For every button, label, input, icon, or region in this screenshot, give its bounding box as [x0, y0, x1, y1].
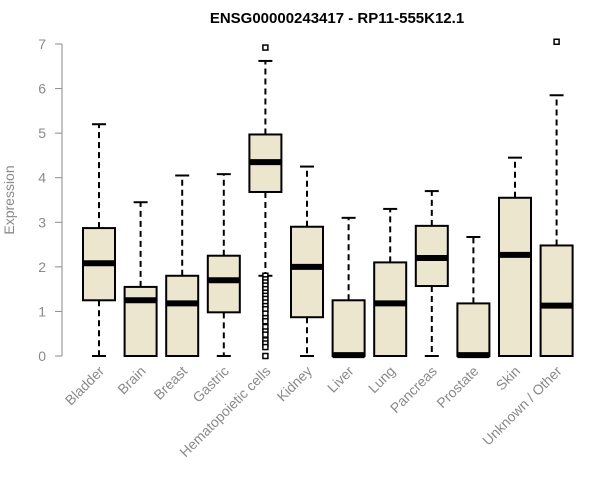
- box-body: [290, 225, 324, 319]
- box-body: [331, 299, 366, 357]
- y-tick-label: 6: [38, 81, 46, 97]
- outlier-point: [262, 343, 269, 351]
- chart-title: ENSG00000243417 - RP11-555K12.1: [210, 10, 464, 27]
- y-tick-label: 1: [38, 303, 46, 319]
- box-group: [82, 123, 116, 357]
- box-group: [539, 38, 574, 357]
- y-tick-label: 4: [38, 170, 46, 186]
- category-label: Lung: [365, 363, 398, 396]
- box-group: [165, 174, 200, 357]
- category-label: Kidney: [274, 363, 316, 405]
- y-tick-label: 3: [38, 214, 46, 230]
- category-label: Prostate: [433, 363, 481, 411]
- box-body: [539, 244, 574, 357]
- box-body: [165, 274, 200, 357]
- y-tick-label: 5: [38, 125, 46, 141]
- category-label: Skin: [493, 363, 524, 394]
- y-tick-label: 0: [38, 348, 46, 364]
- box-group: [123, 201, 158, 357]
- category-label: Brain: [114, 363, 148, 397]
- box-group: [498, 156, 532, 357]
- outlier-point: [553, 38, 560, 46]
- category-label: Bladder: [62, 363, 108, 409]
- box-body: [206, 254, 241, 314]
- category-label: Liver: [324, 363, 357, 396]
- y-axis-ticks: 0 1 2 3 4 5 6 7: [38, 36, 62, 364]
- outlier-point: [262, 331, 269, 338]
- box-series: [82, 38, 574, 360]
- y-axis-label: Expression: [1, 165, 17, 234]
- box-body: [456, 302, 491, 357]
- outlier-point: [262, 352, 269, 360]
- box-group: [331, 216, 366, 359]
- box-group: [456, 235, 491, 359]
- y-tick-label: 7: [38, 36, 46, 52]
- box-body: [498, 196, 532, 357]
- y-tick-label: 2: [38, 259, 46, 275]
- category-label: Breast: [150, 363, 190, 403]
- box-body: [123, 285, 158, 357]
- box-group: [248, 44, 283, 360]
- outlier-point: [262, 44, 269, 51]
- box-group: [290, 165, 324, 357]
- box-body: [373, 261, 408, 357]
- category-label: Unknown / Other: [479, 363, 565, 449]
- box-group: [373, 207, 408, 357]
- box-group: [206, 173, 241, 357]
- outlier-point: [262, 317, 269, 325]
- box-group: [414, 190, 449, 357]
